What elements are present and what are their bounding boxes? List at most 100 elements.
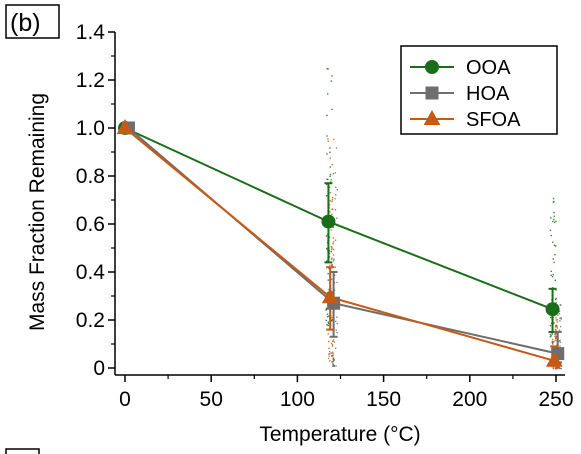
sfoa-replicate-dot	[332, 243, 334, 245]
ooa-replicate-dot	[331, 108, 333, 111]
sfoa-replicate-dot	[556, 327, 559, 329]
sfoa-replicate-dot	[328, 350, 331, 353]
sfoa-replicate-dot	[331, 199, 334, 201]
y-axis-label: Mass Fraction Remaining	[26, 93, 49, 331]
y-tick-label: 1.0	[76, 117, 105, 140]
sfoa-replicate-dot	[331, 316, 333, 319]
hoa-replicate-dot	[335, 194, 337, 196]
hoa-replicate-dot	[559, 341, 562, 343]
sfoa-replicate-dot	[556, 319, 558, 321]
hoa-replicate-dot	[333, 364, 335, 367]
sfoa-replicate-dot	[328, 267, 330, 270]
hoa-replicate-dot	[336, 322, 338, 325]
ooa-replicate-dot	[327, 324, 329, 327]
ooa-replicate-dot	[325, 195, 328, 197]
ooa-replicate-dot	[553, 221, 556, 224]
ooa-replicate-dot	[555, 220, 557, 223]
ooa-replicate-dot	[325, 183, 328, 186]
ooa-replicate-dot	[325, 309, 327, 311]
hoa-replicate-dot	[335, 186, 337, 189]
ooa-replicate-dot	[552, 220, 554, 223]
sfoa-replicate-dot	[328, 340, 330, 343]
sfoa-replicate-dot	[329, 264, 331, 266]
ooa-replicate-dot	[326, 68, 328, 70]
ooa-replicate-dot	[550, 270, 552, 273]
hoa-replicate-dot	[555, 317, 557, 319]
sfoa-replicate-dot	[331, 208, 333, 210]
hoa-replicate-dot	[555, 301, 557, 304]
ooa-replicate-dot	[326, 114, 328, 117]
hoa-replicate-dot	[334, 172, 337, 174]
sfoa-replicate-dot	[327, 138, 329, 140]
hoa-replicate-dot	[559, 339, 561, 342]
ooa-replicate-dot	[325, 319, 327, 322]
ooa-replicate-dot	[553, 341, 555, 343]
hoa-replicate-dot	[336, 188, 338, 191]
hoa-replicate-dot	[336, 316, 338, 318]
ooa-replicate-dot	[549, 229, 552, 232]
hoa-replicate-dot	[330, 278, 333, 281]
legend-sfoa-label: SFOA	[466, 109, 521, 131]
ooa-replicate-dot	[328, 288, 330, 291]
hoa-replicate-dot	[558, 329, 561, 331]
ooa-replicate-dot	[551, 275, 554, 278]
hoa-replicate-dot	[559, 367, 561, 369]
sfoa-replicate-dot	[556, 325, 558, 327]
sfoa-replicate-dot	[330, 179, 332, 181]
hoa-replicate-dot	[558, 367, 560, 370]
panel-label: (b)	[10, 9, 41, 37]
ooa-replicate-dot	[330, 250, 332, 253]
hoa-replicate-dot	[560, 318, 563, 320]
sfoa-replicate-dot	[329, 360, 331, 362]
ooa-replicate-dot	[325, 235, 328, 237]
sfoa-replicate-dot	[329, 353, 331, 355]
sfoa-replicate-dot	[332, 339, 335, 341]
sfoa-replicate-dot	[329, 157, 331, 159]
ooa-replicate-dot	[553, 200, 555, 203]
hoa-replicate-dot	[332, 259, 335, 262]
hoa-replicate-dot	[336, 281, 338, 284]
hoa-replicate-dot	[334, 197, 336, 200]
ooa-replicate-dot	[326, 178, 328, 181]
hoa-replicate-dot	[331, 257, 333, 259]
sfoa-replicate-dot	[555, 337, 557, 339]
sfoa-replicate-dot	[554, 335, 556, 338]
hoa-replicate-dot	[335, 365, 337, 367]
ooa-replicate-dot	[330, 319, 333, 322]
sfoa-replicate-dot	[556, 367, 558, 369]
sfoa-replicate-dot	[330, 342, 333, 345]
hoa-replicate-dot	[556, 321, 559, 323]
sfoa-replicate-dot	[328, 186, 331, 188]
sfoa-replicate-dot	[332, 353, 334, 355]
sfoa-data-point	[545, 351, 563, 367]
ooa-replicate-dot	[549, 333, 552, 336]
hoa-replicate-dot	[558, 340, 560, 342]
y-tick-label: 0	[93, 357, 105, 380]
x-tick-label: 250	[538, 388, 573, 411]
ooa-replicate-dot	[328, 236, 331, 238]
hoa-replicate-dot	[557, 314, 559, 316]
ooa-replicate-dot	[326, 324, 328, 326]
hoa-replicate-dot	[335, 320, 337, 323]
ooa-replicate-dot	[553, 244, 556, 247]
ooa-replicate-dot	[552, 273, 554, 276]
sfoa-replicate-dot	[328, 355, 330, 357]
ooa-replicate-dot	[549, 335, 552, 338]
ooa-replicate-dot	[326, 260, 328, 262]
hoa-replicate-dot	[334, 239, 337, 241]
ooa-replicate-dot	[327, 68, 329, 70]
ooa-replicate-dot	[326, 153, 328, 155]
legend-ooa-label: OOA	[466, 57, 511, 79]
hoa-replicate-dot	[558, 310, 561, 313]
hoa-replicate-dot	[332, 172, 335, 175]
ooa-data-point	[545, 302, 560, 317]
panel-label-box	[5, 4, 60, 39]
y-tick-label: 0.4	[76, 261, 106, 284]
sfoa-replicate-dot	[329, 200, 332, 202]
ooa-replicate-dot	[326, 292, 329, 294]
ooa-replicate-dot	[553, 215, 556, 217]
ooa-replicate-dot	[327, 93, 329, 95]
ooa-replicate-dot	[551, 287, 554, 289]
ooa-replicate-dot	[550, 316, 552, 319]
ooa-replicate-dot	[327, 178, 329, 181]
